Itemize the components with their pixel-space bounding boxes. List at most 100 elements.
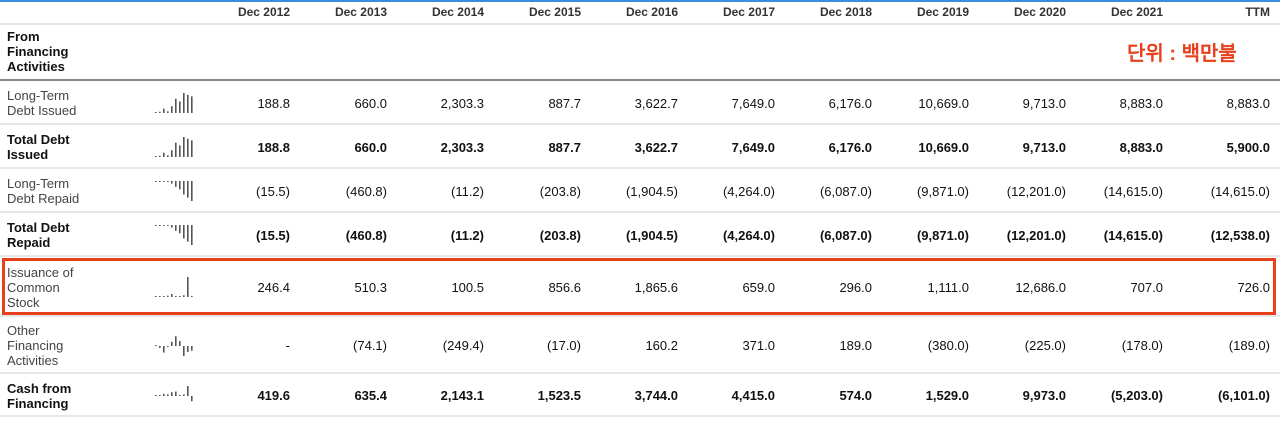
cell-value: (74.1) <box>353 338 387 353</box>
sparkline-bar <box>187 138 189 157</box>
sparkline-bar <box>159 296 161 297</box>
sparkline-bar <box>163 152 165 157</box>
sparkline-bar <box>179 181 181 190</box>
sparkline-bar <box>187 181 189 198</box>
sparkline-bar <box>159 394 161 396</box>
sparkline-bar <box>167 345 169 347</box>
cell-value: 1,523.5 <box>537 388 581 403</box>
sparkline <box>155 277 193 297</box>
sparkline-bar <box>191 181 193 201</box>
column-header[interactable]: Dec 2016 <box>625 5 678 19</box>
section-title: From Financing Activities <box>7 29 69 74</box>
column-header[interactable]: Dec 2015 <box>528 5 581 19</box>
sparkline-bar <box>175 391 177 396</box>
column-header[interactable]: Dec 2014 <box>431 5 484 19</box>
cell-value: (11.2) <box>450 227 484 243</box>
column-header[interactable]: Dec 2018 <box>819 5 872 19</box>
sparkline-bar <box>175 225 177 231</box>
sparkline-bar <box>155 394 157 396</box>
sparkline-bar <box>155 156 157 157</box>
sparkline-bar <box>171 294 173 297</box>
row-label: Long-Term Debt Repaid <box>7 176 80 206</box>
cell-value: 100.5 <box>451 279 484 295</box>
column-header[interactable]: Dec 2012 <box>237 5 290 19</box>
sparkline-bar <box>167 111 169 113</box>
cell-value: (4,264.0) <box>722 183 775 199</box>
cell-value: (12,538.0) <box>1210 227 1270 243</box>
sparkline-bar <box>175 335 177 346</box>
cell-value: 7,649.0 <box>731 95 775 111</box>
sparkline-bar <box>183 181 185 195</box>
table-row: Total Debt Issued 188.8 660.0 2,303.3 887.7 3… <box>0 125 1280 169</box>
cell-value: 246.4 <box>257 279 290 295</box>
row-label: Issuance of Common Stock <box>7 264 74 310</box>
cell-value: (14,615.0) <box>1103 227 1163 243</box>
sparkline-bar <box>167 295 169 297</box>
sparkline <box>155 137 193 157</box>
sparkline-bar <box>167 225 169 226</box>
sparkline <box>155 181 193 201</box>
sparkline-bar <box>171 391 173 396</box>
cell-value: 1,865.6 <box>634 279 678 295</box>
column-header[interactable]: Dec 2021 <box>1110 5 1163 19</box>
cell-value: 660.0 <box>354 95 387 111</box>
sparkline-bar <box>163 181 165 182</box>
row-label: Cash from Financing <box>7 380 72 411</box>
cell-value: (4,264.0) <box>722 227 775 243</box>
cell-value: 296.0 <box>839 279 872 295</box>
sparkline-bar <box>163 225 165 226</box>
sparkline-bar <box>183 393 185 396</box>
section-divider <box>0 79 1280 81</box>
cell-value: 726.0 <box>1237 279 1270 295</box>
sparkline-bar <box>179 145 181 157</box>
sparkline-bar <box>191 96 193 113</box>
sparkline-bar <box>179 340 181 346</box>
sparkline-bar <box>155 296 157 297</box>
cell-value: 510.3 <box>354 279 387 295</box>
sparkline-bar <box>187 385 189 396</box>
cell-value: (6,101.0) <box>1217 388 1270 403</box>
sparkline-bar <box>175 142 177 157</box>
column-header-row: Dec 2012 Dec 2013 Dec 2014 Dec 2015 Dec 2016… <box>0 0 1280 25</box>
sparkline-bar <box>159 111 161 113</box>
sparkline-bar <box>183 225 185 239</box>
column-header[interactable]: TTM <box>1245 5 1270 19</box>
cell-value: (11.2) <box>451 183 484 199</box>
sparkline-bar <box>179 296 181 297</box>
sparkline-bar <box>183 93 185 113</box>
table-row: Long-Term Debt Repaid (15.5) (460.8) (11.2)… <box>0 169 1280 213</box>
row-label: Long-Term Debt Issued <box>7 88 77 118</box>
table-row: Other Financing Activities - (74.1) (249.4)… <box>0 317 1280 374</box>
column-header[interactable]: Dec 2013 <box>334 5 387 19</box>
cell-value: (203.8) <box>539 227 581 243</box>
cell-value: 189.0 <box>839 338 872 353</box>
sparkline <box>155 335 193 356</box>
cell-value: 8,883.0 <box>1226 95 1270 111</box>
sparkline-bar <box>191 140 193 157</box>
sparkline-bar <box>183 137 185 157</box>
cell-value: (225.0) <box>1024 338 1066 353</box>
cell-value: (460.8) <box>345 227 387 243</box>
cell-value: 3,744.0 <box>634 388 678 403</box>
column-header[interactable]: Dec 2017 <box>722 5 775 19</box>
cell-value: 6,176.0 <box>828 139 872 155</box>
cell-value: 659.0 <box>742 279 775 295</box>
sparkline-bar <box>187 225 189 242</box>
unit-note: 단위 : 백만불 <box>1127 43 1237 65</box>
sparkline-bar <box>187 94 189 113</box>
cell-value: 160.2 <box>645 338 678 353</box>
cell-value: 10,669.0 <box>918 95 969 111</box>
sparkline-bar <box>159 345 161 348</box>
sparkline-bar <box>175 98 177 113</box>
column-header[interactable]: Dec 2020 <box>1013 5 1066 19</box>
highlight-box <box>2 258 1276 315</box>
cell-value: 371.0 <box>742 338 775 353</box>
sparkline-bar <box>155 181 157 182</box>
column-header[interactable]: Dec 2019 <box>916 5 969 19</box>
cell-value: 4,415.0 <box>731 388 775 403</box>
cell-value: 2,303.3 <box>440 139 484 155</box>
sparkline-bar <box>191 225 193 245</box>
cell-value: 3,622.7 <box>634 139 678 155</box>
cell-value: (460.8) <box>345 183 387 199</box>
sparkline-bar <box>175 295 177 297</box>
